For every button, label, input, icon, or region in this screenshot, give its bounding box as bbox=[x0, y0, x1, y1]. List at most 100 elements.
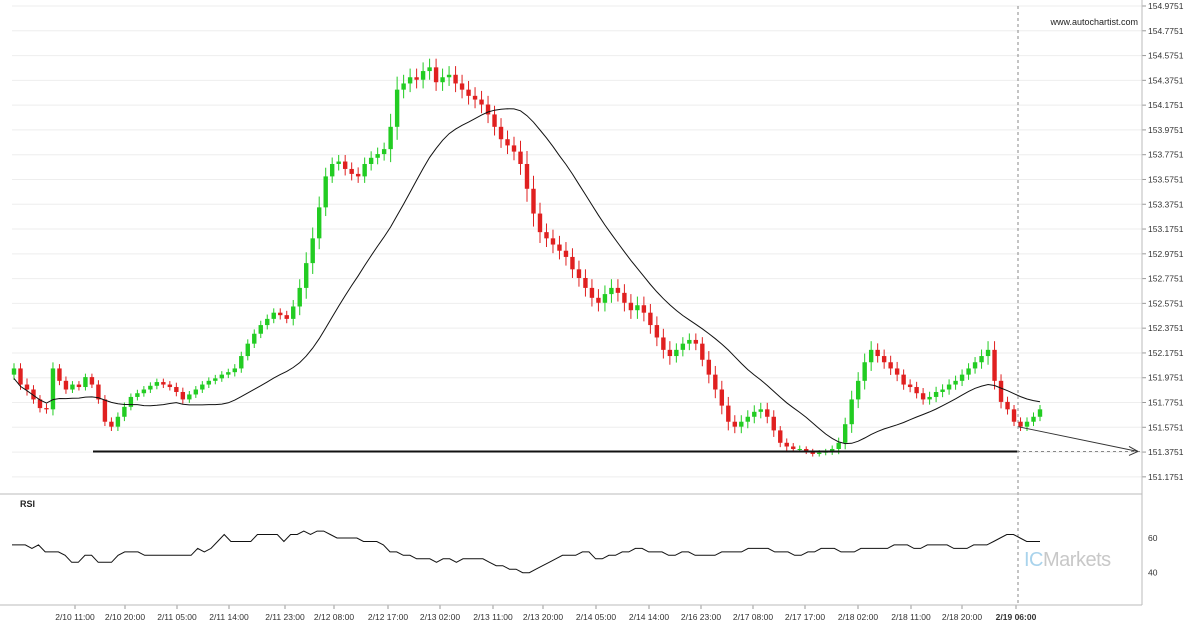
candle-up bbox=[304, 263, 309, 288]
candle-down bbox=[342, 161, 348, 169]
candle-up bbox=[830, 448, 835, 452]
candle-down bbox=[576, 269, 582, 278]
y-tick-label: 153.1751 bbox=[1148, 224, 1184, 234]
candle-down bbox=[622, 292, 627, 303]
y-tick-label: 152.1751 bbox=[1148, 348, 1184, 358]
candle-up bbox=[297, 287, 302, 307]
candle-up bbox=[849, 399, 854, 425]
candle-up bbox=[635, 305, 640, 311]
y-tick-label: 151.5751 bbox=[1148, 422, 1184, 432]
candle-down bbox=[89, 377, 95, 385]
y-tick-label: 154.1751 bbox=[1148, 100, 1184, 110]
rsi-panel: 60 40 bbox=[0, 493, 1158, 578]
candle-up bbox=[407, 77, 413, 84]
candle-down bbox=[615, 287, 621, 293]
candle-down bbox=[765, 409, 770, 417]
candle-up bbox=[187, 394, 192, 400]
x-tick-label: 2/17 17:00 bbox=[785, 612, 825, 622]
candle-up bbox=[381, 149, 387, 155]
candle-up bbox=[394, 89, 400, 127]
candle-up bbox=[966, 368, 971, 375]
candle-up bbox=[420, 71, 426, 80]
y-tick-label: 151.7751 bbox=[1148, 398, 1184, 408]
candle-up bbox=[985, 349, 991, 357]
candle-down bbox=[109, 421, 114, 427]
candle-up bbox=[219, 374, 224, 379]
candle-down bbox=[1018, 421, 1023, 427]
candle-down bbox=[784, 442, 789, 447]
candle-down bbox=[901, 374, 906, 385]
y-tick-label: 154.3751 bbox=[1148, 75, 1184, 85]
rsi-tick-label: 40 bbox=[1148, 568, 1158, 578]
candle-down bbox=[479, 99, 484, 105]
y-tick-label: 152.7751 bbox=[1148, 274, 1184, 284]
x-tick-label: 2/18 02:00 bbox=[838, 612, 878, 622]
candle-up bbox=[842, 424, 848, 443]
candle-down bbox=[37, 399, 43, 409]
x-tick-label: 2/10 11:00 bbox=[55, 612, 95, 622]
y-tick-label: 154.5751 bbox=[1148, 51, 1184, 61]
candle-down bbox=[732, 421, 737, 427]
candle-down bbox=[278, 312, 283, 316]
candle-down bbox=[167, 384, 173, 388]
candle-up bbox=[336, 161, 341, 164]
candle-up bbox=[323, 176, 328, 208]
candle-up bbox=[953, 380, 958, 385]
x-tick-label: 2/14 14:00 bbox=[629, 612, 669, 622]
candle-up bbox=[946, 384, 952, 390]
watermark: www.autochartist.com bbox=[1050, 17, 1138, 27]
candle-down bbox=[654, 325, 660, 338]
y-tick-label: 153.7751 bbox=[1148, 150, 1184, 160]
candle-down bbox=[557, 244, 562, 251]
y-tick-label: 153.5751 bbox=[1148, 174, 1184, 184]
candle-down bbox=[76, 384, 82, 388]
candle-up bbox=[745, 416, 750, 422]
candle-up bbox=[797, 448, 802, 450]
candle-up bbox=[141, 389, 147, 394]
candle-down bbox=[641, 305, 647, 313]
candle-down bbox=[992, 349, 997, 381]
candle-down bbox=[894, 368, 900, 375]
candle-up bbox=[674, 349, 679, 357]
x-tick-label: 2/13 20:00 bbox=[523, 612, 563, 622]
candle-up bbox=[1024, 421, 1030, 427]
candle-up bbox=[83, 377, 88, 388]
candle-up bbox=[271, 312, 276, 319]
candle-up bbox=[135, 393, 140, 397]
candle-up bbox=[193, 389, 199, 395]
candle-down bbox=[453, 74, 458, 84]
candle-down bbox=[472, 95, 478, 100]
candle-down bbox=[693, 339, 699, 344]
x-tick-label: 2/10 20:00 bbox=[105, 612, 145, 622]
candle-up bbox=[200, 384, 205, 390]
time-axis: 2/10 11:00 2/10 20:00 2/11 05:00 2/11 14:00… bbox=[0, 604, 1142, 622]
forecast-arrow bbox=[1017, 426, 1139, 452]
candle-down bbox=[485, 104, 491, 115]
candle-up bbox=[927, 396, 932, 400]
candle-up bbox=[739, 421, 744, 427]
candle-up bbox=[940, 389, 945, 392]
candle-up bbox=[368, 157, 374, 164]
candle-up bbox=[680, 343, 686, 350]
candle-up bbox=[362, 163, 367, 177]
candle-up bbox=[446, 74, 452, 78]
candle-down bbox=[875, 349, 880, 357]
x-tick-label: 2/13 11:00 bbox=[473, 612, 513, 622]
candle-up bbox=[440, 77, 445, 83]
candle-up bbox=[291, 306, 296, 319]
candle-down bbox=[563, 250, 569, 257]
candle-down bbox=[511, 145, 517, 152]
candle-down bbox=[771, 416, 776, 431]
candle-up bbox=[50, 368, 56, 410]
candle-down bbox=[492, 114, 497, 127]
rsi-title: RSI bbox=[20, 499, 36, 509]
y-tick-label: 154.9751 bbox=[1148, 1, 1184, 11]
candle-down bbox=[57, 368, 62, 381]
x-tick-label: 2/14 05:00 bbox=[576, 612, 616, 622]
candle-up bbox=[752, 411, 757, 417]
candle-down bbox=[778, 430, 783, 443]
candle-down bbox=[726, 405, 731, 422]
candle-down bbox=[713, 374, 718, 390]
x-tick-label: 2/19 06:00 bbox=[996, 612, 1037, 622]
candle-down bbox=[648, 312, 653, 326]
